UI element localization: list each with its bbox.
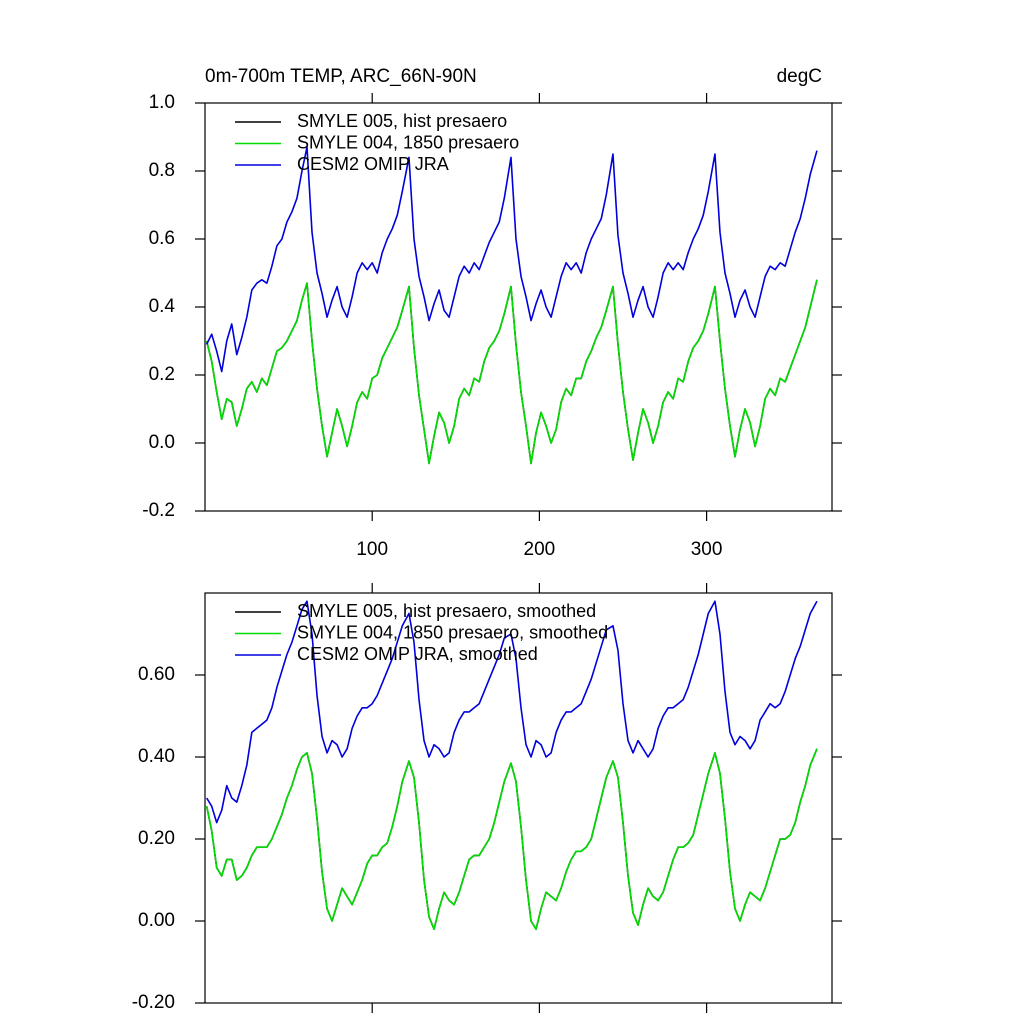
y-tick-label: 0.40 [138,746,175,767]
y-tick-label: 0.20 [138,828,175,849]
legend-label: SMYLE 004, 1850 presaero [297,132,519,152]
x-tick-label: 200 [524,539,556,560]
y-tick-label: -0.20 [132,992,175,1013]
x-tick-label: 300 [691,539,723,560]
y-tick-label: -0.2 [142,500,175,521]
y-tick-label: 0.2 [149,364,175,385]
y-tick-label: 0.00 [138,910,175,931]
x-tick-label: 100 [356,539,388,560]
y-tick-label: 1.0 [149,92,175,113]
series-line [205,748,818,930]
y-tick-label: 0.4 [149,296,176,317]
plot-frame [204,592,833,1004]
series-line [205,146,818,373]
legend-label: SMYLE 004, 1850 presaero, smoothed [297,622,608,642]
series-line [205,279,818,465]
y-tick-label: 0.6 [149,228,175,249]
series-line [205,600,818,824]
series-line [205,748,818,930]
chart-title: 0m-700m TEMP, ARC_66N-90N [205,66,477,87]
legend-label: CESM2 OMIP JRA [297,154,449,174]
y-tick-label: 0.0 [149,432,175,453]
y-tick-label: 0.60 [138,664,175,685]
legend-label: SMYLE 005, hist presaero, smoothed [297,601,596,621]
legend-label: CESM2 OMIP JRA, smoothed [297,644,538,664]
legend-label: SMYLE 005, hist presaero [297,111,507,131]
y-tick-label: 0.8 [149,160,175,181]
units-label: degC [777,66,822,87]
series-line [205,279,818,465]
